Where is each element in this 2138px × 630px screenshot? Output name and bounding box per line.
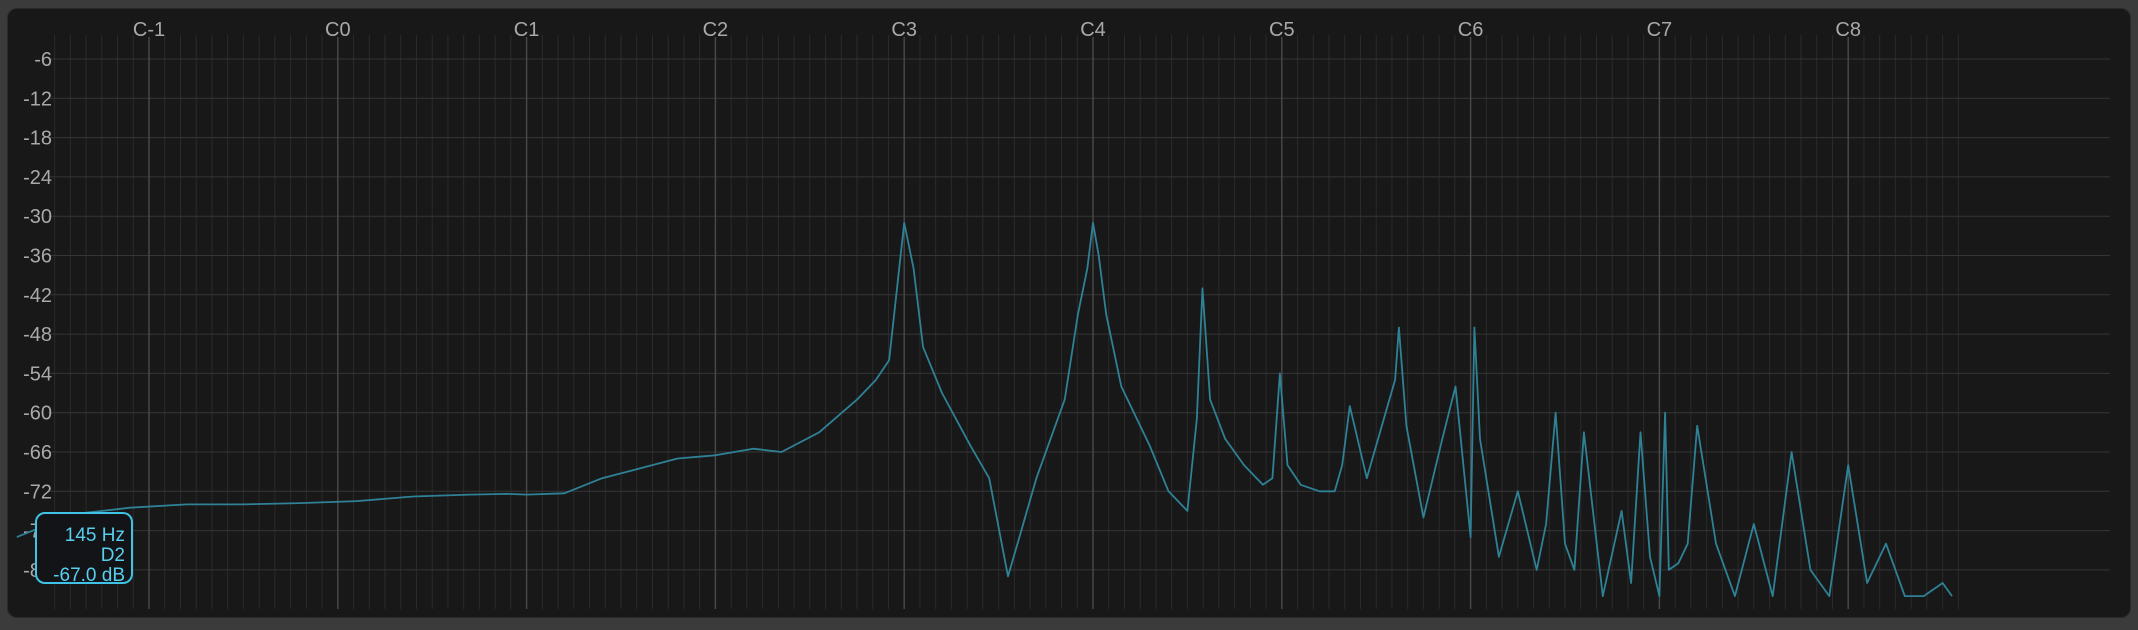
y-tick-label: -72 (23, 481, 52, 503)
y-tick-label: -48 (23, 324, 52, 346)
x-tick-label: C2 (703, 19, 729, 41)
cursor-readout: 145 Hz D2 -67.0 dB (35, 512, 133, 586)
spectrum-chart[interactable]: -6-12-18-24-30-36-42-48-54-60-66-72-78-8… (8, 9, 2130, 617)
readout-note: D2 (100, 545, 125, 566)
y-tick-label: -24 (23, 167, 52, 189)
x-tick-label: C0 (325, 19, 351, 41)
x-tick-label: C8 (1835, 19, 1861, 41)
spectrum-line (16, 221, 1953, 597)
y-tick-label: -30 (23, 206, 52, 228)
y-tick-label: -36 (23, 246, 52, 268)
x-tick-label: C3 (891, 19, 917, 41)
x-tick-label: C4 (1080, 19, 1106, 41)
readout-level: -67.0 dB (53, 565, 125, 586)
y-tick-label: -18 (23, 128, 52, 150)
spectrum-analyzer[interactable]: -6-12-18-24-30-36-42-48-54-60-66-72-78-8… (7, 8, 2131, 618)
y-tick-label: -54 (23, 363, 52, 385)
y-tick-label: -66 (23, 442, 52, 464)
x-tick-label: C7 (1647, 19, 1673, 41)
x-tick-label: C5 (1269, 19, 1295, 41)
y-tick-label: -6 (34, 49, 52, 71)
readout-frequency: 145 Hz (64, 525, 125, 546)
y-tick-label: -42 (23, 285, 52, 307)
x-tick-label: C-1 (133, 19, 165, 41)
x-tick-label: C6 (1458, 19, 1484, 41)
y-tick-label: -12 (23, 88, 52, 110)
y-tick-label: -60 (23, 403, 52, 425)
x-tick-label: C1 (514, 19, 540, 41)
